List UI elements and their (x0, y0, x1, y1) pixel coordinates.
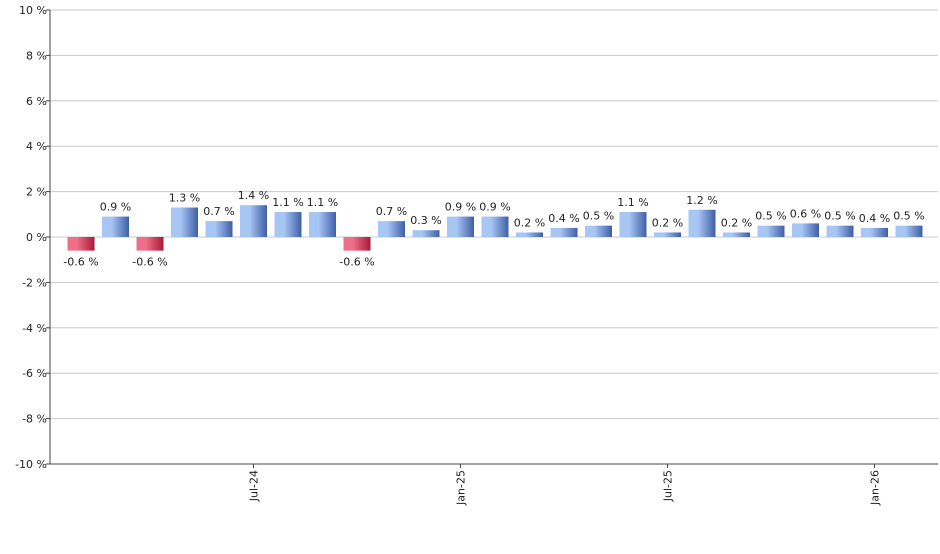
value-label: 0.4 % (859, 212, 890, 225)
value-label: 0.7 % (203, 205, 234, 218)
bar (378, 221, 405, 237)
bar (67, 237, 95, 251)
bar (861, 227, 888, 237)
bar (895, 225, 923, 237)
value-label: 0.9 % (479, 201, 510, 214)
bar (205, 221, 233, 237)
value-label: 1.1 % (307, 196, 338, 209)
bar (447, 216, 474, 237)
value-label: 0.5 % (583, 210, 614, 223)
bar (274, 212, 302, 237)
bar (481, 216, 509, 237)
y-tick-label: -4 % (22, 322, 47, 335)
value-label: 0.6 % (790, 207, 821, 220)
value-label: 0.5 % (893, 210, 924, 223)
value-label: 0.9 % (100, 201, 131, 214)
bar (516, 232, 543, 237)
bar (343, 237, 371, 251)
y-tick-label: -8 % (22, 413, 47, 426)
x-tick-label: Jul-25 (662, 470, 675, 502)
y-tick-label: 10 % (19, 4, 47, 17)
bar (723, 232, 750, 237)
y-tick-label: 6 % (26, 95, 47, 108)
value-label: -0.6 % (339, 256, 374, 269)
x-tick-label: Jan-25 (455, 470, 468, 506)
bar (550, 227, 578, 237)
value-label: 1.2 % (686, 194, 717, 207)
bar (585, 225, 612, 237)
value-label: 0.5 % (755, 210, 786, 223)
value-label: -0.6 % (132, 256, 167, 269)
value-label: 0.3 % (410, 214, 441, 227)
bar (412, 230, 440, 237)
y-tick-label: -6 % (22, 367, 47, 380)
value-label: 0.5 % (824, 210, 855, 223)
bar (792, 223, 819, 237)
y-tick-label: 0 % (26, 231, 47, 244)
value-label: 0.2 % (721, 216, 752, 229)
value-label: 1.1 % (617, 196, 648, 209)
value-label: 1.3 % (169, 191, 200, 204)
bar (102, 216, 129, 237)
value-label: 0.9 % (445, 201, 476, 214)
value-label: -0.6 % (63, 256, 98, 269)
y-tick-label: -2 % (22, 276, 47, 289)
value-label: 1.4 % (238, 189, 269, 202)
bar (136, 237, 164, 251)
bar (240, 205, 267, 237)
bar (619, 212, 647, 237)
value-label: 0.2 % (514, 216, 545, 229)
x-tick-label: Jan-26 (869, 470, 882, 506)
y-tick-label: 2 % (26, 186, 47, 199)
value-label: 1.1 % (272, 196, 303, 209)
y-tick-label: 4 % (26, 140, 47, 153)
bar (826, 225, 854, 237)
bar (171, 207, 198, 237)
bar (654, 232, 681, 237)
value-label: 0.7 % (376, 205, 407, 218)
y-tick-label: -10 % (15, 458, 47, 471)
x-tick-label: Jul-24 (248, 470, 261, 502)
bar (688, 209, 716, 237)
bar (309, 212, 336, 237)
bar (757, 225, 785, 237)
value-label: 0.2 % (652, 216, 683, 229)
value-label: 0.4 % (548, 212, 579, 225)
y-tick-label: 8 % (26, 49, 47, 62)
